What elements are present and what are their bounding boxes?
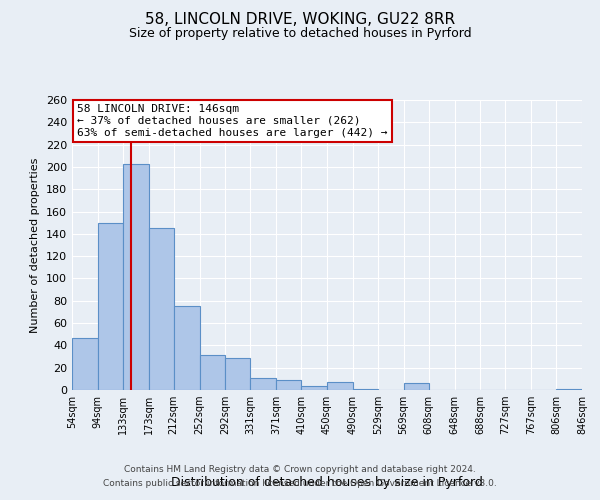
Bar <box>200 356 225 390</box>
Bar <box>72 338 98 390</box>
Bar <box>250 378 276 390</box>
Bar <box>98 222 123 390</box>
Bar <box>353 389 378 390</box>
Bar <box>225 358 250 390</box>
Text: 58, LINCOLN DRIVE, WOKING, GU22 8RR: 58, LINCOLN DRIVE, WOKING, GU22 8RR <box>145 12 455 28</box>
Bar <box>149 228 174 390</box>
Bar <box>556 389 582 390</box>
Y-axis label: Number of detached properties: Number of detached properties <box>31 158 40 332</box>
Text: Contains HM Land Registry data © Crown copyright and database right 2024.
Contai: Contains HM Land Registry data © Crown c… <box>103 466 497 487</box>
Bar <box>174 306 199 390</box>
Bar <box>276 380 301 390</box>
Bar <box>404 384 429 390</box>
Text: Size of property relative to detached houses in Pyrford: Size of property relative to detached ho… <box>128 28 472 40</box>
Bar <box>301 386 327 390</box>
Bar <box>123 164 149 390</box>
Bar <box>327 382 353 390</box>
X-axis label: Distribution of detached houses by size in Pyrford: Distribution of detached houses by size … <box>171 476 483 489</box>
Text: 58 LINCOLN DRIVE: 146sqm
← 37% of detached houses are smaller (262)
63% of semi-: 58 LINCOLN DRIVE: 146sqm ← 37% of detach… <box>77 104 388 138</box>
